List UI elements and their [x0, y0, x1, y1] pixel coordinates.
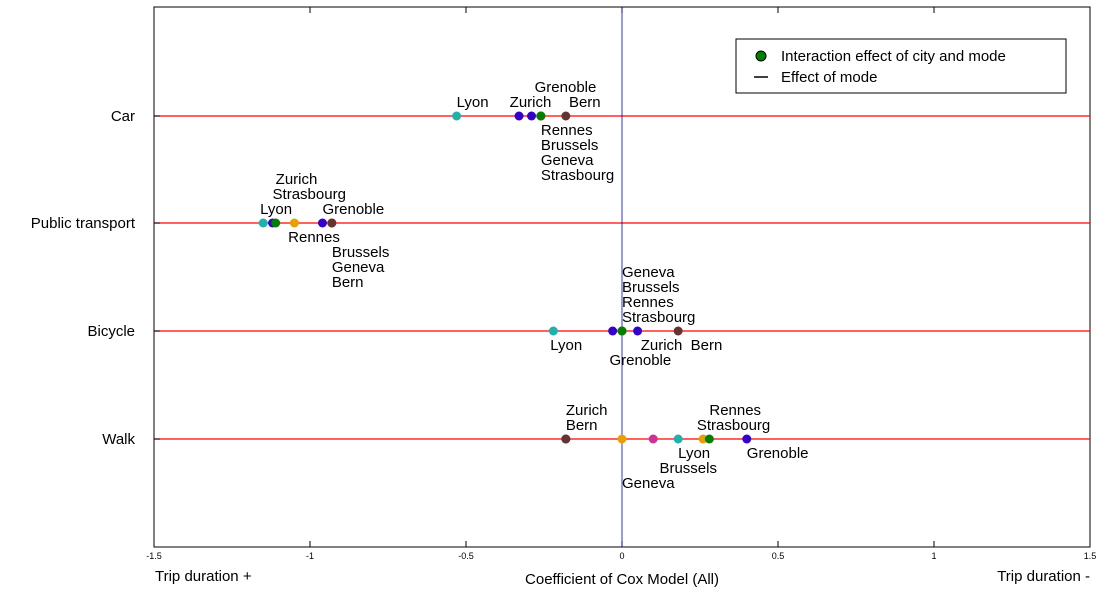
city-label-bicycle-strasbourg: Strasbourg: [622, 309, 695, 326]
city-label-car-bern: Bern: [569, 94, 601, 111]
city-label-bicycle-grenoble: Grenoble: [610, 352, 672, 369]
point-public-transport-lyon: [258, 218, 268, 228]
city-label-bicycle-zurich: Zurich: [641, 337, 683, 354]
city-label-bicycle-lyon: Lyon: [550, 337, 582, 354]
city-label-walk-lyon: Lyon: [678, 445, 710, 462]
city-label-bicycle-bern: Bern: [691, 337, 723, 354]
x-tick-label: 0.5: [772, 551, 785, 561]
legend-box: [735, 38, 1067, 94]
point-bicycle-bern: [673, 326, 683, 336]
point-car-bern: [561, 111, 571, 121]
point-public-transport-bern: [327, 218, 337, 228]
legend-dot-icon: [755, 50, 767, 62]
point-bicycle-strasbourg: [617, 326, 627, 336]
y-label-bicycle: Bicycle: [87, 323, 135, 340]
point-walk-strasbourg: [704, 434, 714, 444]
point-car-lyon: [452, 111, 462, 121]
city-label-car-rennes: Rennes: [541, 122, 593, 139]
city-label-public-transport-grenoble: Grenoble: [322, 201, 384, 218]
city-label-public-transport-bern: Bern: [332, 274, 364, 291]
x-tick-label: 0: [619, 551, 624, 561]
city-label-public-transport-rennes: Rennes: [288, 229, 340, 246]
city-label-car-lyon: Lyon: [457, 94, 489, 111]
x-right-note: Trip duration -: [997, 568, 1090, 585]
city-label-car-zurich: Zurich: [510, 94, 552, 111]
city-label-walk-zurich: Zurich: [566, 402, 608, 419]
city-label-bicycle-rennes: Rennes: [622, 294, 674, 311]
point-walk-lyon: [673, 434, 683, 444]
point-car-grenoble: [527, 111, 537, 121]
x-tick-label: -1: [306, 551, 314, 561]
city-label-walk-strasbourg: Strasbourg: [697, 417, 770, 434]
city-label-public-transport-strasbourg: Strasbourg: [273, 186, 346, 203]
city-label-public-transport-brussels: Brussels: [332, 244, 390, 261]
city-label-public-transport-lyon: Lyon: [260, 201, 292, 218]
point-car-zurich: [514, 111, 524, 121]
x-tick-label: -0.5: [458, 551, 474, 561]
legend-label-0: Interaction effect of city and mode: [781, 48, 1006, 65]
point-bicycle-zurich: [633, 326, 643, 336]
city-label-car-geneva: Geneva: [541, 152, 594, 169]
city-label-public-transport-zurich: Zurich: [276, 171, 318, 188]
city-label-walk-rennes: Rennes: [709, 402, 761, 419]
point-public-transport-rennes: [289, 218, 299, 228]
point-walk-geneva: [617, 434, 627, 444]
point-walk-bern: [561, 434, 571, 444]
city-label-walk-bern: Bern: [566, 417, 598, 434]
city-label-bicycle-geneva: Geneva: [622, 264, 675, 281]
y-label-walk: Walk: [102, 431, 135, 448]
point-walk-grenoble: [742, 434, 752, 444]
city-label-public-transport-geneva: Geneva: [332, 259, 385, 276]
city-label-car-brussels: Brussels: [541, 137, 599, 154]
point-walk-brussels: [648, 434, 658, 444]
city-label-car-grenoble: Grenoble: [535, 79, 597, 96]
point-car-strasbourg: [536, 111, 546, 121]
city-label-walk-geneva: Geneva: [622, 475, 675, 492]
x-left-note: Trip duration +: [155, 568, 252, 585]
point-walk-rennes: [698, 434, 708, 444]
x-axis-label: Coefficient of Cox Model (All): [525, 571, 719, 588]
point-bicycle-lyon: [548, 326, 558, 336]
point-bicycle-grenoble: [608, 326, 618, 336]
city-label-walk-brussels: Brussels: [659, 460, 717, 477]
city-label-walk-grenoble: Grenoble: [747, 445, 809, 462]
point-public-transport-strasbourg: [271, 218, 281, 228]
y-label-car: Car: [111, 108, 135, 125]
point-public-transport-grenoble: [317, 218, 327, 228]
city-label-car-strasbourg: Strasbourg: [541, 167, 614, 184]
x-tick-label: 1: [931, 551, 936, 561]
x-tick-label: 1.5: [1084, 551, 1097, 561]
legend-label-1: Effect of mode: [781, 69, 877, 86]
city-label-bicycle-brussels: Brussels: [622, 279, 680, 296]
y-label-public-transport: Public transport: [31, 215, 136, 232]
x-tick-label: -1.5: [146, 551, 162, 561]
